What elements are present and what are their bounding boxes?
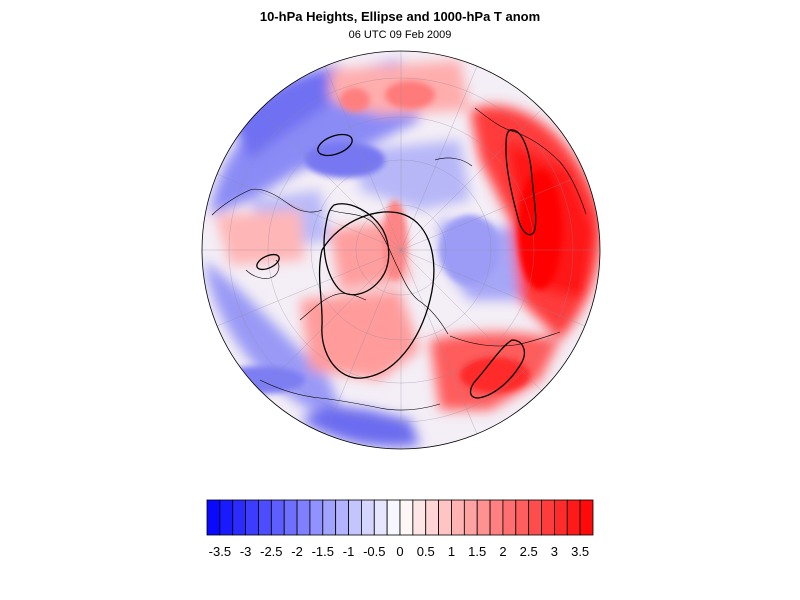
cold-anomaly-south <box>300 405 420 447</box>
cold-anomaly-southwest <box>205 260 350 440</box>
warm-anomaly-west <box>215 210 305 265</box>
cold-anomaly-center-north <box>360 140 470 210</box>
cold-spot-1 <box>305 142 385 178</box>
globe-outline <box>201 50 601 450</box>
height-contours <box>256 129 537 399</box>
graticule <box>202 51 600 449</box>
warm-spot-4 <box>340 88 370 112</box>
map-subtitle: 06 UTC 09 Feb 2009 <box>348 29 452 41</box>
map-title: 10-hPa Heights, Ellipse and 1000-hPa T a… <box>259 9 541 24</box>
temperature-anomaly-field <box>202 51 600 449</box>
warm-spot-2 <box>460 357 530 393</box>
warm-spot-1 <box>518 170 562 290</box>
cold-anomaly-northwest <box>230 65 340 160</box>
warm-spot-3 <box>385 81 435 109</box>
warm-anomaly-south-center <box>300 290 420 380</box>
